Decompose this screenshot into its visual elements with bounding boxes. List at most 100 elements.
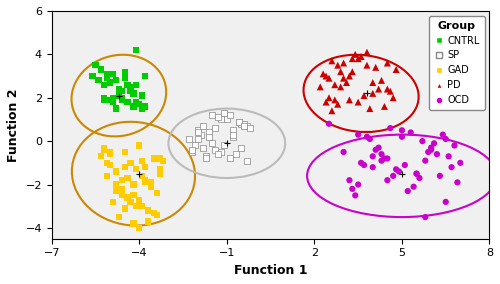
Point <box>331 82 339 87</box>
Point <box>124 82 132 87</box>
Point <box>120 206 128 211</box>
Point <box>106 150 114 154</box>
Point <box>156 156 164 161</box>
Point <box>378 152 386 156</box>
Point <box>112 182 120 187</box>
Point <box>319 72 327 76</box>
Point <box>211 148 219 152</box>
Point <box>153 213 161 217</box>
Point <box>392 67 400 72</box>
Point <box>136 143 143 148</box>
Point <box>94 78 102 83</box>
Point <box>120 69 128 74</box>
Point <box>357 160 365 165</box>
Point <box>331 98 339 102</box>
Point <box>188 150 196 154</box>
Point <box>422 215 430 219</box>
Legend: CNTRL, SP, GAD, PD, OCD: CNTRL, SP, GAD, PD, OCD <box>429 16 484 110</box>
Point <box>226 156 234 161</box>
Point <box>124 195 132 200</box>
Point <box>386 126 394 130</box>
Point <box>130 182 138 187</box>
Point <box>392 167 400 172</box>
Point <box>132 82 140 87</box>
Point <box>380 104 388 109</box>
Point <box>322 100 330 104</box>
Point <box>109 95 117 100</box>
Point <box>380 156 388 161</box>
Point <box>138 106 146 111</box>
Point <box>354 100 362 104</box>
Point <box>185 137 193 141</box>
Point <box>427 148 435 152</box>
Point <box>398 128 406 133</box>
Point <box>372 148 380 152</box>
Point <box>138 204 146 208</box>
Point <box>244 158 252 163</box>
Point <box>109 200 117 204</box>
Point <box>118 178 126 182</box>
Point <box>328 108 336 113</box>
Point <box>112 78 120 83</box>
Point <box>398 135 406 139</box>
Point <box>228 132 236 137</box>
Point <box>126 200 134 204</box>
Point <box>450 143 458 148</box>
Point <box>132 204 140 208</box>
Point <box>206 130 214 135</box>
Point <box>342 80 350 85</box>
Point <box>202 156 210 161</box>
Point <box>325 76 333 80</box>
Point <box>106 80 114 85</box>
Point <box>346 178 354 182</box>
Point <box>100 148 108 152</box>
Point <box>374 145 382 150</box>
Point <box>136 226 143 230</box>
Point <box>130 193 138 198</box>
Point <box>153 191 161 195</box>
Point <box>194 128 202 133</box>
Point <box>118 187 126 191</box>
Point <box>363 50 371 55</box>
Point <box>351 193 359 198</box>
Point <box>138 158 146 163</box>
Point <box>103 76 111 80</box>
Point <box>340 76 347 80</box>
Point <box>190 143 198 148</box>
Point <box>240 124 248 128</box>
Point <box>132 100 140 104</box>
Point <box>217 117 225 122</box>
Point <box>433 152 441 156</box>
Point <box>141 180 149 185</box>
Point <box>118 95 126 100</box>
Point <box>141 104 149 109</box>
Point <box>384 87 392 91</box>
Point <box>369 80 377 85</box>
Point <box>246 126 254 130</box>
Point <box>158 158 166 163</box>
Point <box>442 200 450 204</box>
Point <box>109 72 117 76</box>
Point <box>369 154 377 158</box>
Point <box>244 124 252 128</box>
Point <box>374 87 382 91</box>
Point <box>220 111 228 115</box>
Point <box>126 85 134 89</box>
Point <box>103 160 111 165</box>
Point <box>115 87 123 91</box>
Point <box>442 137 450 141</box>
Point <box>328 59 336 63</box>
Point <box>346 74 354 78</box>
Point <box>228 135 236 139</box>
Point <box>444 154 452 158</box>
Point <box>106 152 114 156</box>
Point <box>454 180 462 185</box>
Point <box>214 152 222 156</box>
Point <box>316 85 324 89</box>
Point <box>120 150 128 154</box>
Point <box>378 158 386 163</box>
Point <box>100 82 108 87</box>
Point <box>384 61 392 65</box>
Point <box>363 135 371 139</box>
Point <box>334 63 342 68</box>
